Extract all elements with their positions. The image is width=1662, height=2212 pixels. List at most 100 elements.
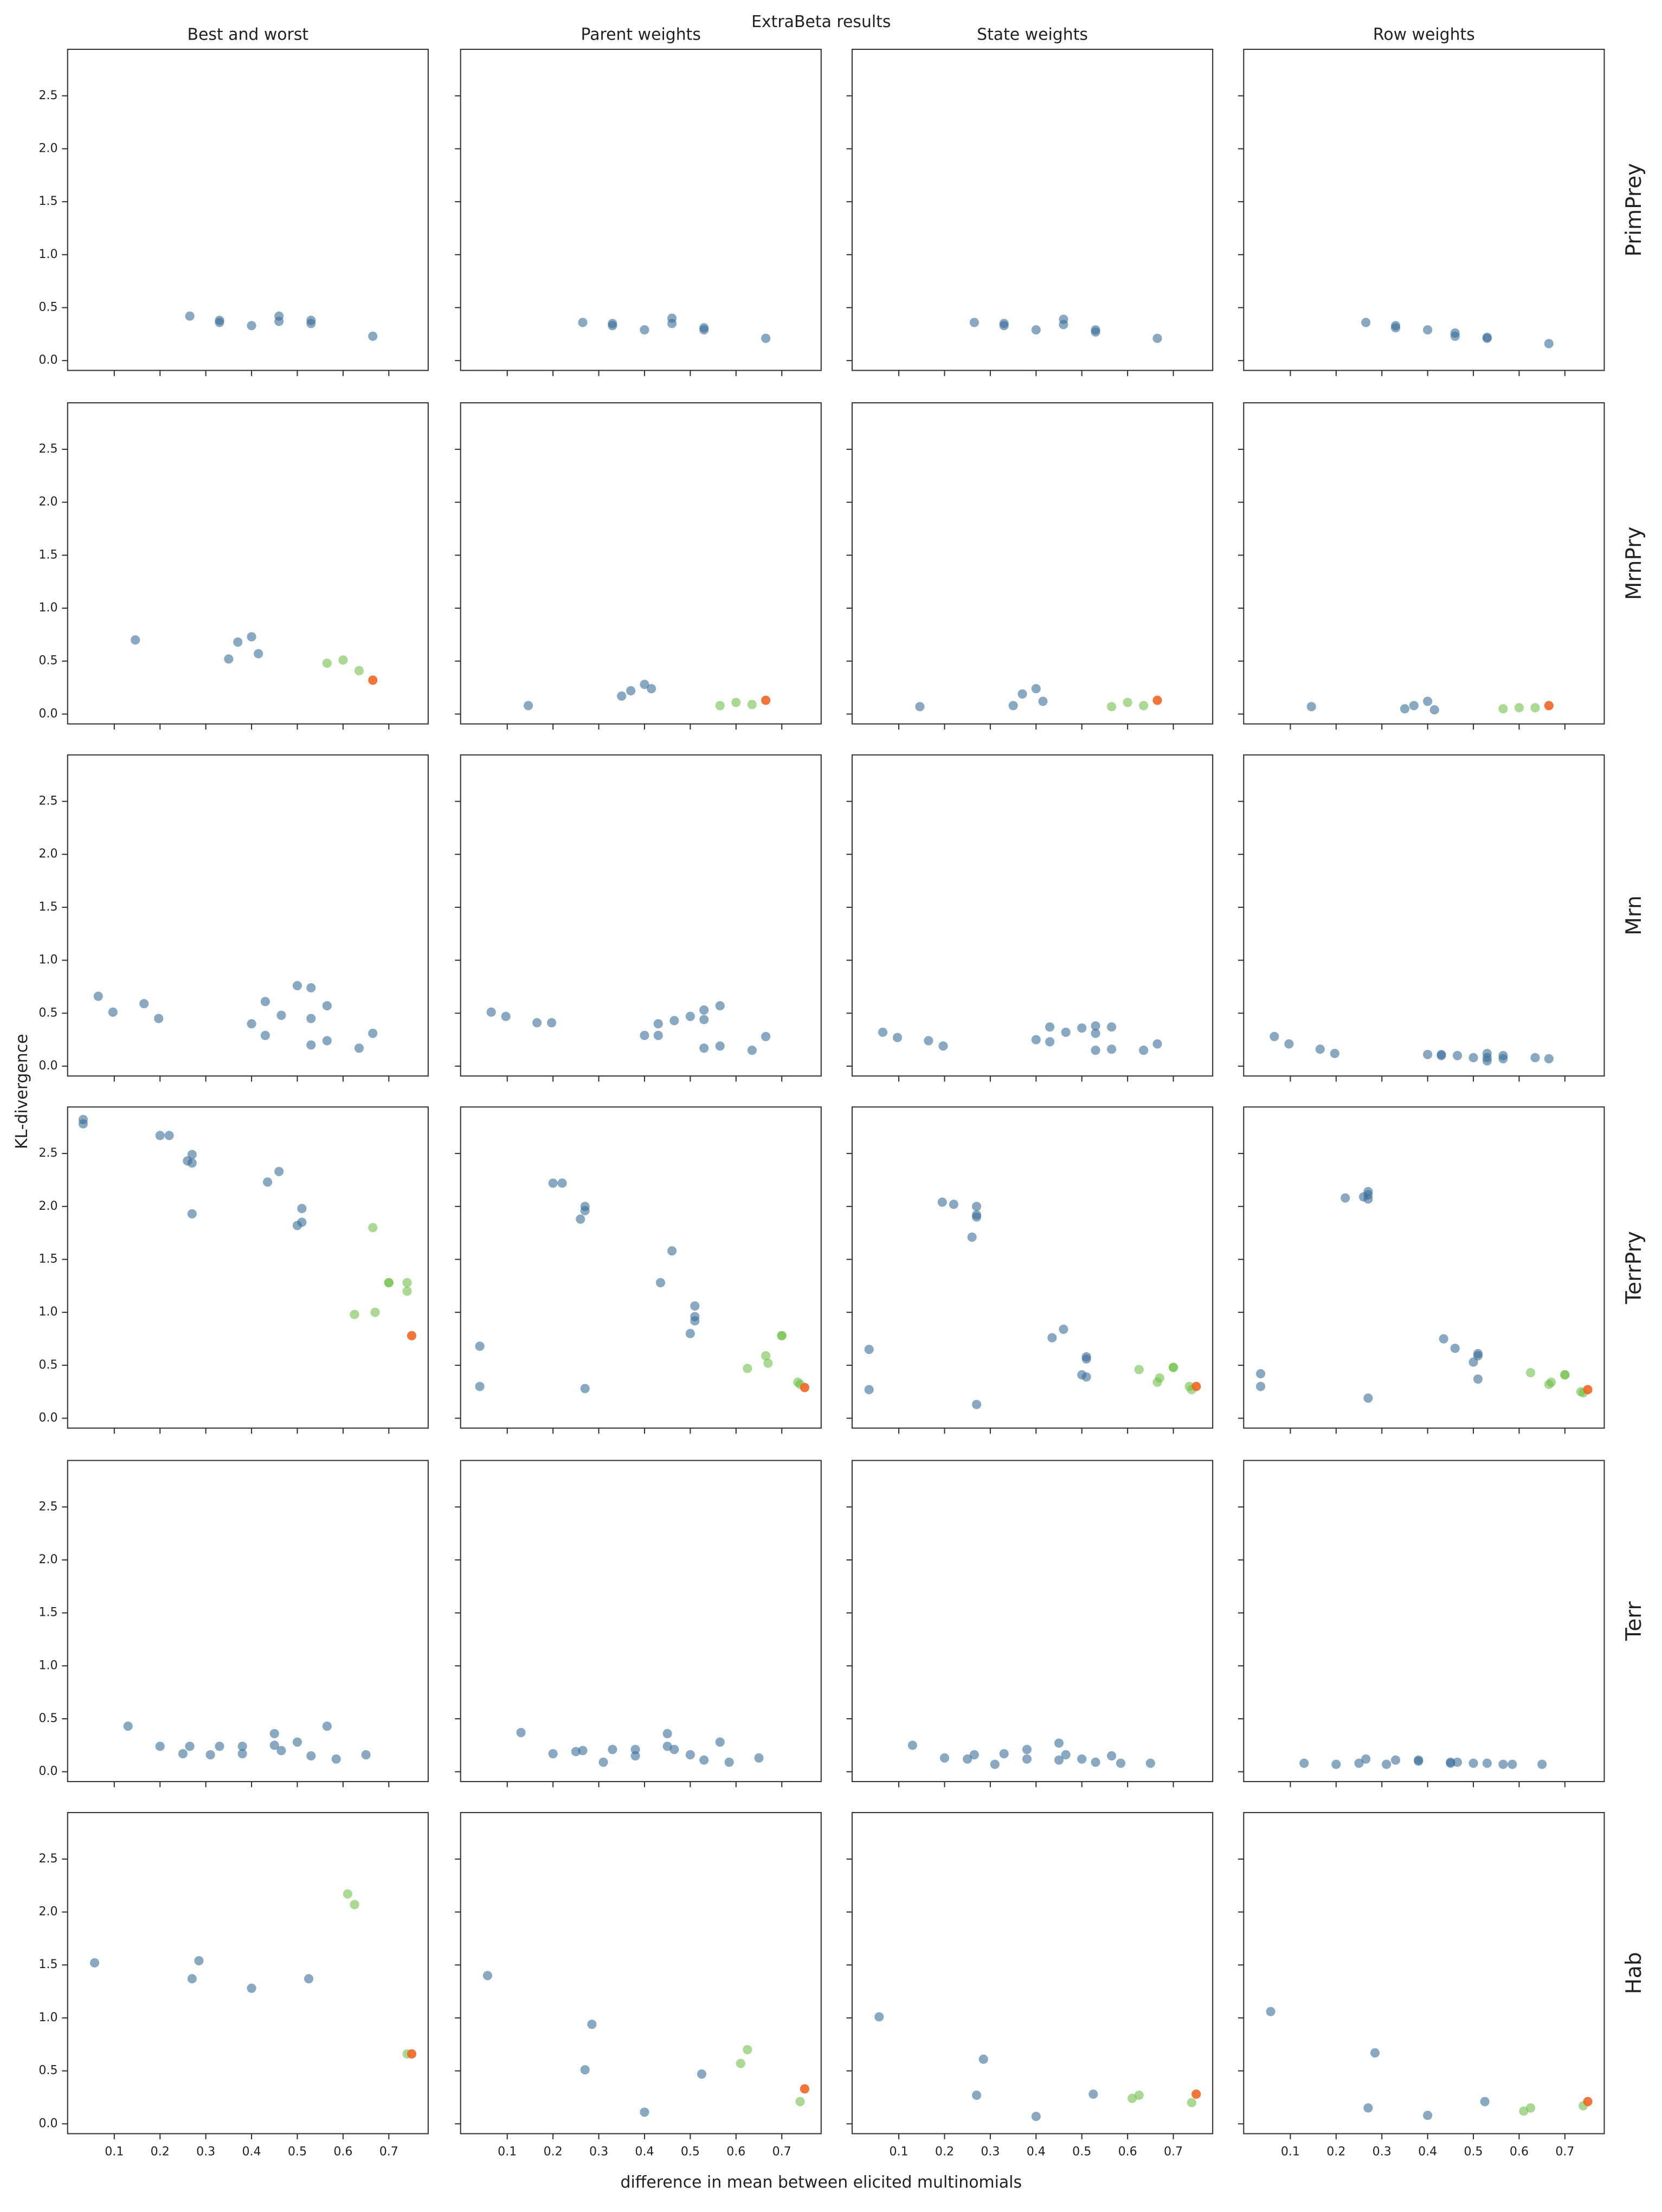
scatter-point bbox=[1330, 1048, 1339, 1059]
y-tick-label: 0.0 bbox=[38, 1059, 57, 1073]
scatter-point bbox=[205, 1750, 215, 1760]
scatter-point bbox=[1450, 331, 1460, 341]
y-axis-label: KL-divergence bbox=[12, 1034, 31, 1149]
scatter-point bbox=[1038, 697, 1048, 706]
y-tick-label: 0.5 bbox=[38, 1712, 57, 1725]
scatter-point bbox=[501, 1011, 511, 1021]
scatter-point bbox=[640, 680, 649, 689]
scatter-point bbox=[486, 1007, 496, 1017]
scatter-point bbox=[354, 1043, 364, 1053]
plot-frame bbox=[460, 48, 822, 371]
scatter-point bbox=[653, 1019, 663, 1029]
scatter-point bbox=[269, 1729, 279, 1738]
scatter-point bbox=[78, 1119, 88, 1128]
scatter-point bbox=[548, 1178, 558, 1188]
scatter-point bbox=[155, 1742, 165, 1751]
x-tick-label: 0.5 bbox=[288, 2145, 307, 2158]
scatter-point bbox=[516, 1727, 526, 1738]
column-title: State weights bbox=[977, 25, 1088, 44]
scatter-point bbox=[1361, 1754, 1371, 1764]
scatter-point bbox=[1429, 705, 1439, 715]
y-tick-label: 2.5 bbox=[38, 442, 57, 456]
scatter-point bbox=[1022, 1745, 1032, 1755]
plot-frame bbox=[67, 48, 429, 371]
scatter-point bbox=[1363, 1194, 1373, 1204]
scatter-point bbox=[1390, 1755, 1401, 1765]
scatter-point bbox=[1270, 1031, 1279, 1041]
scatter-point bbox=[1022, 1754, 1032, 1764]
scatter-point bbox=[322, 659, 332, 668]
plot-frame bbox=[460, 402, 822, 725]
scatter-point bbox=[178, 1749, 188, 1759]
scatter-point bbox=[237, 1749, 247, 1759]
scatter-point bbox=[276, 1010, 286, 1020]
scatter-point bbox=[1145, 1758, 1155, 1768]
scatter-point bbox=[795, 2097, 805, 2106]
y-tick-label: 1.5 bbox=[38, 1606, 57, 1620]
scatter-point bbox=[972, 1212, 982, 1222]
scatter-point bbox=[164, 1131, 174, 1140]
x-tick-label: 0.5 bbox=[1464, 2145, 1483, 2158]
scatter-point bbox=[640, 1030, 649, 1040]
scatter-point bbox=[1482, 1758, 1492, 1768]
x-tick-label: 0.1 bbox=[890, 2145, 909, 2158]
scatter-point bbox=[1299, 1758, 1309, 1768]
scatter-point bbox=[892, 1033, 903, 1042]
y-tick-label: 2.0 bbox=[38, 1553, 57, 1566]
plot-frame bbox=[1243, 1812, 1605, 2134]
scatter-point bbox=[1423, 325, 1433, 335]
y-tick-label: 0.5 bbox=[38, 301, 57, 314]
scatter-point bbox=[969, 318, 979, 327]
scatter-point bbox=[1450, 1344, 1460, 1353]
scatter-point bbox=[571, 1747, 581, 1757]
scatter-point bbox=[1054, 1755, 1064, 1765]
scatter-point bbox=[938, 1041, 948, 1051]
scatter-point bbox=[1306, 702, 1316, 712]
y-tick-label: 0.0 bbox=[38, 2117, 57, 2130]
scatter-point bbox=[1468, 1758, 1478, 1768]
scatter-point bbox=[384, 1278, 394, 1288]
scatter-point bbox=[578, 1746, 588, 1756]
scatter-point bbox=[1498, 1759, 1508, 1769]
scatter-point bbox=[548, 1749, 558, 1759]
scatter-point bbox=[1061, 1027, 1071, 1037]
scatter-point bbox=[304, 1974, 314, 1984]
plot-frame bbox=[460, 754, 822, 1077]
scatter-point bbox=[915, 702, 925, 712]
scatter-point bbox=[247, 321, 256, 331]
scatter-point bbox=[690, 1316, 700, 1326]
x-tick-label: 0.2 bbox=[544, 2145, 563, 2158]
scatter-point bbox=[587, 2020, 597, 2029]
column-title: Row weights bbox=[1373, 25, 1475, 44]
scatter-point bbox=[630, 1751, 640, 1761]
scatter-point bbox=[306, 983, 316, 992]
scatter-point bbox=[1045, 1022, 1055, 1032]
scatter-point bbox=[1077, 1754, 1087, 1764]
x-tick-label: 0.1 bbox=[498, 2145, 517, 2158]
scatter-point bbox=[131, 635, 140, 645]
scatter-point bbox=[924, 1036, 933, 1046]
scatter-point bbox=[1081, 1372, 1091, 1382]
y-tick-label: 2.5 bbox=[38, 1500, 57, 1513]
plot-frame bbox=[67, 1460, 429, 1782]
scatter-point bbox=[1315, 1044, 1325, 1054]
scatter-point bbox=[978, 2054, 988, 2064]
scatter-point bbox=[1452, 1050, 1463, 1061]
plot-frame bbox=[851, 48, 1214, 371]
scatter-point bbox=[1361, 318, 1371, 327]
scatter-point bbox=[1091, 1021, 1100, 1031]
y-tick-label: 2.5 bbox=[38, 1852, 57, 1866]
scatter-point bbox=[1480, 2097, 1490, 2106]
scatter-point bbox=[1414, 1756, 1423, 1766]
x-tick-label: 0.4 bbox=[1027, 2145, 1046, 2158]
row-label: Terr bbox=[1622, 1601, 1646, 1641]
scatter-point bbox=[1091, 327, 1100, 337]
scatter-point bbox=[1134, 1365, 1144, 1375]
scatter-point bbox=[557, 1178, 567, 1188]
plot-frame bbox=[851, 754, 1214, 1077]
scatter-point bbox=[254, 649, 263, 659]
scatter-point bbox=[1544, 701, 1554, 711]
scatter-point bbox=[187, 1974, 197, 1984]
scatter-point bbox=[1363, 1186, 1373, 1197]
scatter-point bbox=[669, 1016, 679, 1026]
